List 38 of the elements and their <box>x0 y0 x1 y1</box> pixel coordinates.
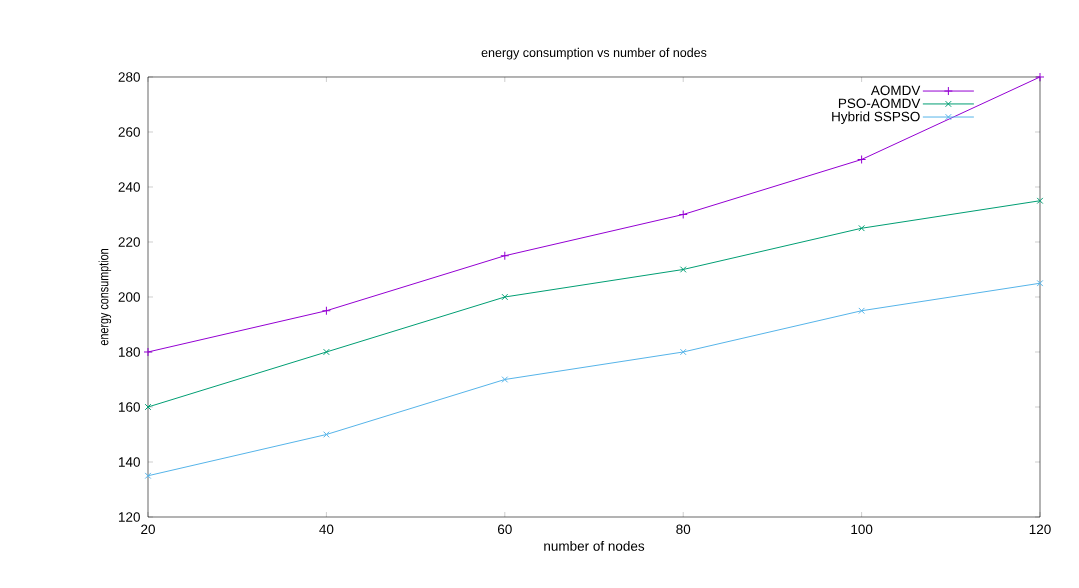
point <box>501 293 509 301</box>
point <box>679 266 687 273</box>
point <box>321 306 331 316</box>
point <box>323 348 330 356</box>
point <box>144 472 152 480</box>
point <box>857 155 867 164</box>
y-tick-label: 280 <box>118 72 140 82</box>
chart-title: energy consumption vs number of nodes <box>481 47 707 60</box>
point <box>858 224 865 232</box>
point <box>858 307 865 315</box>
x-tick-label: 40 <box>319 524 334 535</box>
x-tick-label: 100 <box>851 524 873 535</box>
x-tick-label: 60 <box>497 524 512 535</box>
x-tick-label: 120 <box>1029 524 1051 535</box>
legend-label: PSO-AOMDV <box>838 98 921 109</box>
y-tick-label: 140 <box>118 457 140 467</box>
point <box>501 376 509 383</box>
legend-label: AOMDV <box>870 85 921 96</box>
y-tick-label: 240 <box>118 182 140 192</box>
point <box>143 347 153 357</box>
point <box>1035 72 1045 82</box>
y-tick-label: 120 <box>118 512 140 522</box>
point <box>323 431 330 438</box>
x-axis-title: number of nodes <box>544 540 645 551</box>
point <box>1036 197 1044 205</box>
y-tick-label: 260 <box>118 127 140 137</box>
y-tick-label: 200 <box>118 292 140 302</box>
point <box>678 210 688 219</box>
point <box>500 251 510 261</box>
point <box>679 348 687 356</box>
y-tick-label: 180 <box>118 347 140 357</box>
y-tick-label: 220 <box>118 237 140 247</box>
y-axis-title: energy consumption <box>98 249 112 346</box>
legend-label: Hybrid SSPSO <box>832 111 920 124</box>
y-tick-label: 160 <box>118 402 140 412</box>
point <box>1036 279 1044 287</box>
x-tick-label: 20 <box>141 524 155 535</box>
x-tick-label: 80 <box>676 524 691 535</box>
